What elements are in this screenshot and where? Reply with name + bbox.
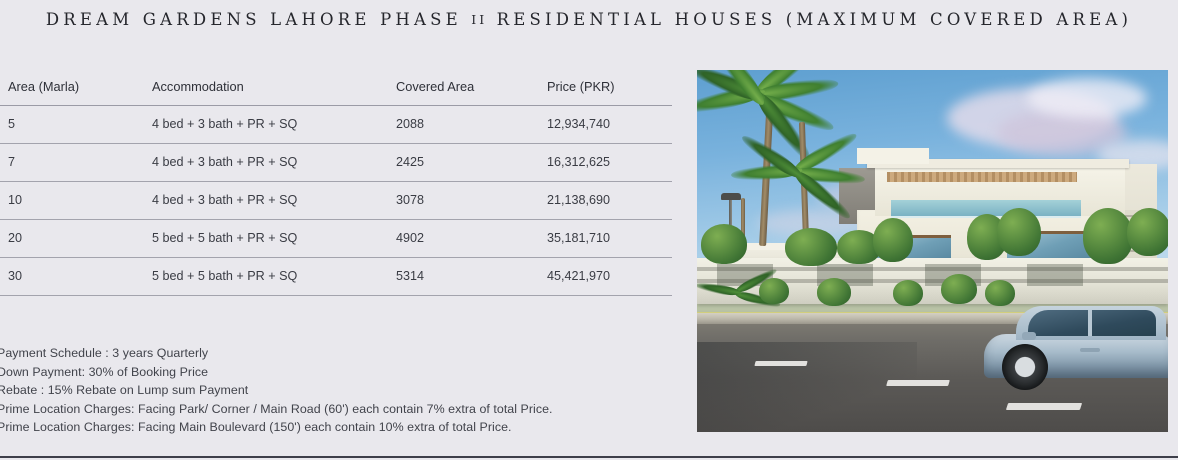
cell-covered-area: 2088	[394, 105, 545, 144]
house-penthouse	[857, 148, 929, 164]
cell-covered-area: 2425	[394, 143, 545, 182]
cell-price: 45,421,970	[545, 257, 672, 296]
parked-car	[984, 306, 1168, 390]
column-header-accommodation: Accommodation	[150, 70, 394, 106]
table-row: 20 5 bed + 5 bath + PR + SQ 4902 35,181,…	[0, 219, 672, 258]
lane-marking	[754, 361, 808, 366]
shrub	[785, 228, 837, 266]
car-window	[1028, 310, 1156, 336]
cell-accommodation: 4 bed + 3 bath + PR + SQ	[150, 181, 394, 220]
house-roof-slab	[867, 159, 1129, 168]
note-rebate: Rebate : 15% Rebate on Lump sum Payment	[0, 383, 249, 398]
cell-price: 21,138,690	[545, 181, 672, 220]
shrub	[941, 274, 977, 304]
page-bottom-rule	[0, 456, 1178, 458]
table-body: 5 4 bed + 3 bath + PR + SQ 2088 12,934,7…	[0, 105, 672, 296]
notes-block: Payment Schedule : 3 years Quarterly Dow…	[0, 344, 687, 437]
column-header-covered-area: Covered Area	[394, 70, 545, 106]
cell-accommodation: 5 bed + 5 bath + PR + SQ	[150, 219, 394, 258]
cell-area: 30	[0, 257, 150, 296]
cell-price: 35,181,710	[545, 219, 672, 258]
cell-accommodation: 5 bed + 5 bath + PR + SQ	[150, 257, 394, 296]
shrub	[893, 280, 923, 306]
table-header: Area (Marla) Accommodation Covered Area …	[0, 70, 672, 106]
page-title-after: RESIDENTIAL HOUSES (MAXIMUM COVERED AREA…	[487, 10, 1133, 29]
cell-accommodation: 4 bed + 3 bath + PR + SQ	[150, 143, 394, 182]
table-header-row: Area (Marla) Accommodation Covered Area …	[0, 70, 672, 106]
street-lamp-head	[721, 193, 741, 200]
car-wheel	[1002, 344, 1048, 390]
page-title-before: DREAM GARDENS LAHORE PHASE	[45, 10, 472, 29]
page-title: DREAM GARDENS LAHORE PHASE II RESIDENTIA…	[0, 10, 1178, 29]
shrub	[873, 218, 913, 262]
wall-rail	[697, 279, 1168, 283]
page-title-roman: II	[471, 12, 488, 27]
shrub	[701, 224, 747, 264]
shrub	[997, 208, 1041, 256]
shrub	[817, 278, 851, 306]
note-down-payment: Down Payment: 30% of Booking Price	[0, 364, 209, 379]
rendering-scene	[697, 70, 1168, 432]
table-row: 10 4 bed + 3 bath + PR + SQ 3078 21,138,…	[0, 181, 672, 220]
lane-marking	[1005, 403, 1083, 410]
table-row: 7 4 bed + 3 bath + PR + SQ 2425 16,312,6…	[0, 143, 672, 182]
cell-covered-area: 3078	[394, 181, 545, 220]
villa-rendering-image	[697, 70, 1168, 432]
wall-rail	[697, 267, 1168, 271]
note-prime-location-boulevard: Prime Location Charges: Facing Main Boul…	[0, 420, 512, 435]
note-payment-schedule: Payment Schedule : 3 years Quarterly	[0, 346, 209, 360]
note-prime-location-road: Prime Location Charges: Facing Park/ Cor…	[0, 401, 553, 416]
cell-area: 7	[0, 143, 150, 182]
cell-accommodation: 4 bed + 3 bath + PR + SQ	[150, 105, 394, 144]
shrub	[759, 278, 789, 304]
cell-area: 10	[0, 181, 150, 220]
pricing-table: Area (Marla) Accommodation Covered Area …	[0, 70, 672, 296]
lane-marking	[886, 380, 950, 386]
palm-trunk	[741, 198, 745, 254]
cloud	[1027, 78, 1147, 118]
shrub	[985, 280, 1015, 306]
pergola	[887, 172, 1077, 182]
road-shadow	[697, 342, 917, 432]
cell-area: 5	[0, 105, 150, 144]
shrub	[1083, 208, 1133, 264]
cell-area: 20	[0, 219, 150, 258]
shrub	[1127, 208, 1168, 256]
wall-gap	[1027, 264, 1083, 286]
cell-price: 16,312,625	[545, 143, 672, 182]
table-row: 5 4 bed + 3 bath + PR + SQ 2088 12,934,7…	[0, 105, 672, 144]
car-window-pillar	[1088, 310, 1092, 336]
carport-roof	[715, 243, 847, 250]
column-header-area: Area (Marla)	[0, 70, 150, 106]
table-row: 30 5 bed + 5 bath + PR + SQ 5314 45,421,…	[0, 257, 672, 296]
cell-covered-area: 4902	[394, 219, 545, 258]
column-header-price: Price (PKR)	[545, 70, 672, 106]
cell-covered-area: 5314	[394, 257, 545, 296]
car-door-handle	[1080, 348, 1100, 352]
car-side-mirror	[1022, 332, 1036, 340]
cell-price: 12,934,740	[545, 105, 672, 144]
